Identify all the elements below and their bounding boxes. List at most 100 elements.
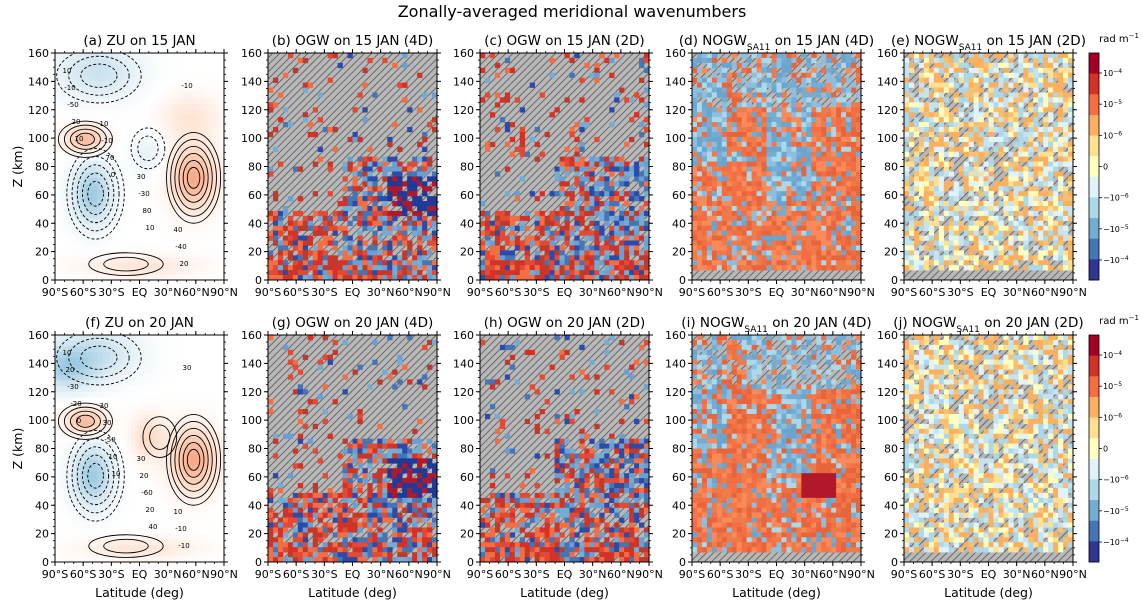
colorbar-tick-label: 10−4 [1103, 68, 1122, 79]
y-tick-label: 60 [672, 471, 686, 484]
contour-label: 20 [146, 506, 155, 514]
contour-label: -50 [104, 436, 115, 444]
colorbar-segment [1089, 458, 1099, 480]
y-tick-label: 20 [460, 246, 474, 259]
x-tick-label: 30°S [98, 568, 124, 581]
colorbar-segment [1089, 541, 1099, 563]
x-tick-label: 60°N [607, 286, 635, 299]
y-tick-label: 60 [884, 189, 898, 202]
x-tick-label: EQ [769, 568, 785, 581]
y-tick-label: 80 [672, 443, 686, 456]
y-tick-label: 120 [28, 386, 49, 399]
x-tick-label: 30°N [367, 568, 395, 581]
panel-title: (f) ZU on 20 JAN [85, 315, 194, 331]
y-tick-label: 40 [35, 217, 49, 230]
colorbar-segment [1089, 135, 1099, 157]
colorbar-segment [1089, 500, 1099, 522]
y-tick-label: 20 [884, 246, 898, 259]
x-tick-label: 90°S [255, 286, 281, 299]
contour-label: 0 [111, 171, 115, 179]
y-tick-label: 80 [35, 443, 49, 456]
y-tick-label: 160 [665, 329, 686, 342]
y-tick-label: 80 [35, 161, 49, 174]
colorbar-tick-label: −10−5 [1103, 505, 1129, 516]
y-tick-label: 120 [241, 104, 262, 117]
y-tick-label: 40 [460, 217, 474, 230]
x-axis-label: Latitude (deg) [944, 585, 1033, 600]
contour-label: -20 [70, 400, 81, 408]
y-tick-label: 40 [884, 499, 898, 512]
y-tick-label: 100 [877, 414, 898, 427]
colorbar-label: rad m−1 [1099, 314, 1139, 327]
contour-label: 10 [100, 120, 109, 128]
y-tick-label: 60 [248, 189, 262, 202]
x-tick-label: 90°S [42, 568, 68, 581]
panel-title: (h) OGW on 20 JAN (2D) [484, 315, 646, 331]
y-tick-label: 140 [665, 357, 686, 370]
y-tick-label: 140 [877, 357, 898, 370]
x-tick-label: EQ [981, 286, 997, 299]
y-tick-label: 140 [453, 75, 474, 88]
colorbar-segment [1089, 197, 1099, 219]
y-tick-label: 160 [241, 47, 262, 60]
contour-label: 20 [72, 118, 81, 126]
x-tick-label: EQ [345, 286, 361, 299]
y-tick-label: 160 [28, 47, 49, 60]
x-tick-label: 90°S [679, 286, 705, 299]
colorbar-tick-label: −10−4 [1103, 537, 1129, 548]
y-tick-label: 120 [453, 104, 474, 117]
contour-label: 10 [63, 67, 72, 75]
contour-label: -10 [178, 542, 189, 550]
x-tick-label: 90°N [423, 568, 451, 581]
y-tick-label: 60 [884, 471, 898, 484]
x-tick-label: 90°N [210, 568, 238, 581]
y-tick-label: 60 [35, 189, 49, 202]
colorbar-tick-label: 10−5 [1103, 99, 1122, 110]
x-tick-label: EQ [557, 568, 573, 581]
x-tick-label: 30°S [947, 286, 973, 299]
x-tick-label: 60°N [607, 568, 635, 581]
y-tick-label: 20 [672, 246, 686, 259]
contour-label: 30 [100, 402, 109, 410]
x-tick-label: 30°S [98, 286, 124, 299]
x-tick-label: 90°S [679, 568, 705, 581]
colorbar: rad m−1 10−4 10−5 10−6 0 −10−6 −10−5 −10−4 [1088, 314, 1139, 563]
y-tick-label: 80 [672, 161, 686, 174]
x-tick-label: 30°N [1003, 286, 1031, 299]
y-tick-label: 80 [460, 443, 474, 456]
colorbar-tick-label: 0 [1103, 163, 1108, 172]
x-tick-label: EQ [769, 286, 785, 299]
y-tick-label: 80 [884, 161, 898, 174]
y-tick-label: 0 [42, 556, 49, 569]
contour-label: 10 [146, 224, 155, 232]
colorbar-segment [1089, 94, 1099, 116]
y-tick-label: 80 [460, 161, 474, 174]
colorbar-segment [1089, 520, 1099, 542]
x-tick-label: 60°N [182, 568, 210, 581]
colorbar: rad m−1 10−4 10−5 10−6 0 −10−6 −10−5 −10−4 [1088, 32, 1139, 281]
contour-label: -30 [138, 190, 149, 198]
panel-title: (c) OGW on 15 JAN (2D) [484, 33, 644, 49]
panel-i: (i) NOGWSA11 on 20 JAN (4D) 0 20 40 60 80 100 1… [665, 315, 875, 600]
x-tick-label: EQ [981, 568, 997, 581]
contour-label: 20 [140, 472, 149, 480]
panel-c: (c) OGW on 15 JAN (2D) 0 20 40 60 80 100 120 140… [453, 33, 663, 299]
y-tick-label: 120 [665, 104, 686, 117]
x-tick-label: 60°S [283, 568, 309, 581]
y-tick-label: 160 [28, 329, 49, 342]
colorbar-tick-label: 0 [1103, 445, 1108, 454]
y-axis-label: Z (km) [10, 146, 25, 188]
panel-b: (b) OGW on 15 JAN (4D) 0 20 40 60 80 100 120 140… [241, 33, 451, 299]
x-tick-label: 60°S [495, 286, 521, 299]
contour-label: 10 [63, 349, 72, 357]
x-tick-label: 90°N [635, 568, 663, 581]
contour-label: 20 [180, 260, 189, 268]
y-tick-label: 20 [460, 528, 474, 541]
colorbar-segment [1089, 396, 1099, 418]
y-tick-label: 100 [241, 414, 262, 427]
x-tick-label: EQ [557, 286, 573, 299]
x-tick-label: 90°N [635, 286, 663, 299]
y-tick-label: 20 [35, 246, 49, 259]
y-tick-label: 40 [248, 217, 262, 230]
y-tick-label: 140 [241, 357, 262, 370]
